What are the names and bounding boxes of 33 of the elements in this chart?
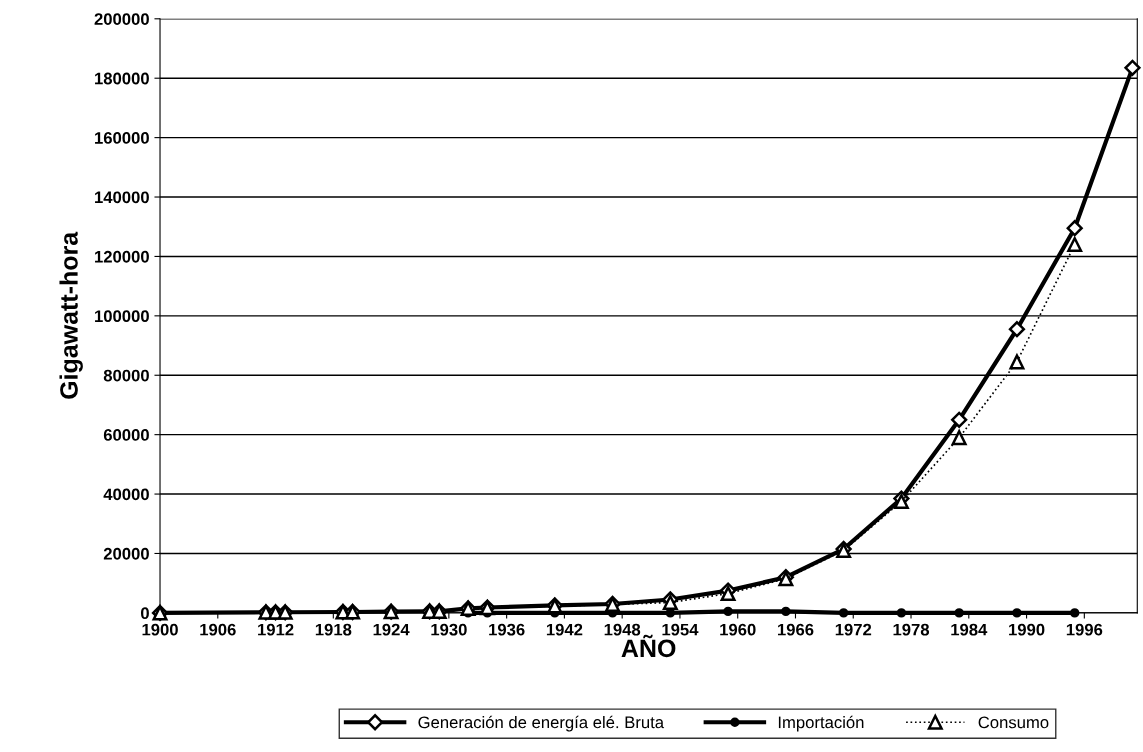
y-tick-label: 80000	[103, 369, 149, 382]
y-tick-label: 0	[140, 607, 149, 620]
x-tick-label: 1990	[1009, 623, 1045, 636]
legend-label: Consumo	[978, 716, 1049, 729]
y-tick-label: 60000	[103, 429, 149, 441]
x-tick-label: 1984	[951, 623, 988, 636]
x-tick-label: 1978	[893, 623, 930, 636]
x-tick-label: 1930	[431, 623, 467, 636]
x-tick-label: 1996	[1066, 623, 1103, 636]
x-tick-label: 1936	[489, 623, 525, 636]
y-tick-label: 140000	[95, 191, 149, 204]
y-tick-label: 160000	[95, 132, 149, 144]
y-tick-label: 40000	[103, 488, 149, 501]
y-tick-label: 180000	[95, 72, 149, 85]
x-tick-label: 1906	[200, 623, 236, 636]
legend-label: Generación de energía elé. Bruta	[418, 715, 665, 732]
x-tick-label: 1948	[604, 623, 641, 636]
y-tick-label: 100000	[95, 310, 149, 323]
x-tick-label: 1960	[720, 623, 756, 636]
x-tick-label: 1900	[142, 623, 178, 636]
y-tick-label: 120000	[95, 250, 149, 263]
x-tick-label: 1912	[258, 623, 294, 636]
y-tick-label: 200000	[94, 13, 149, 25]
x-tick-label: 1966	[778, 623, 814, 636]
y-tick-label: 20000	[103, 547, 149, 560]
x-tick-label: 1954	[662, 623, 699, 636]
x-tick-label: 1972	[835, 623, 872, 636]
x-tick-label: 1924	[373, 623, 410, 636]
x-axis-title: AÑO	[621, 634, 676, 658]
x-tick-label: 1918	[315, 623, 352, 636]
y-axis-title: Gigawatt-hora	[59, 231, 83, 399]
x-tick-label: 1942	[546, 623, 583, 636]
legend-label: Importación	[778, 715, 864, 732]
